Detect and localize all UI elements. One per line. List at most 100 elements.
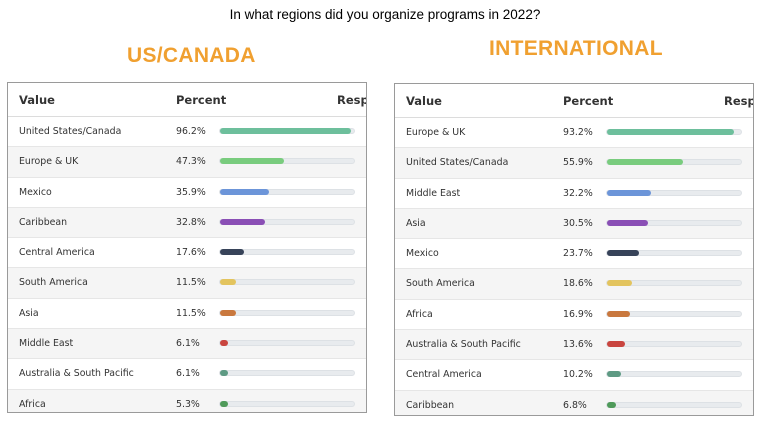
table-row: Central America 10.2%: [395, 360, 753, 391]
international-table: Value Percent Respo Europe & UK 93.2% Unit…: [394, 83, 754, 416]
row-label: Central America: [406, 369, 482, 381]
bar: [220, 218, 265, 225]
bar-track: [606, 280, 742, 287]
column-header-percent[interactable]: Percent: [563, 94, 614, 108]
row-percent: 5.3%: [176, 398, 200, 410]
row-percent: 6.1%: [176, 368, 200, 380]
bar-track: [606, 129, 742, 135]
bar: [607, 280, 633, 287]
row-label: Africa: [19, 398, 46, 410]
table-row: Australia & South Pacific 6.1%: [8, 359, 366, 390]
table-row: Africa 16.9%: [395, 300, 753, 331]
row-label: Australia & South Pacific: [19, 368, 134, 380]
bar: [220, 400, 228, 407]
column-header-value[interactable]: Value: [406, 94, 442, 108]
row-percent: 96.2%: [176, 126, 206, 137]
row-percent: 18.6%: [563, 278, 593, 290]
bar: [607, 341, 626, 348]
bar: [607, 219, 649, 226]
bar-track: [606, 341, 742, 348]
table-row: Mexico 23.7%: [395, 239, 753, 270]
row-percent: 13.6%: [563, 339, 593, 351]
column-header-responses[interactable]: Resp: [337, 93, 367, 107]
bar-track: [219, 279, 355, 286]
row-label: South America: [406, 278, 475, 290]
table-row: Europe & UK 47.3%: [8, 147, 366, 178]
table-row: United States/Canada 96.2%: [8, 117, 366, 148]
row-label: Europe & UK: [19, 156, 79, 168]
table-row: Mexico 35.9%: [8, 178, 366, 208]
row-label: Asia: [19, 307, 39, 319]
bar: [220, 309, 236, 316]
bar: [220, 188, 269, 195]
us-canada-title: US/CANADA: [127, 44, 256, 67]
table-row: Europe & UK 93.2%: [395, 118, 753, 149]
table-header: Value Percent Resp: [8, 83, 366, 117]
column-header-percent[interactable]: Percent: [176, 93, 227, 107]
bar-track: [219, 188, 355, 195]
bar-track: [606, 189, 742, 196]
row-percent: 32.2%: [563, 187, 593, 199]
bar: [220, 158, 285, 165]
bar-track: [219, 370, 355, 377]
bar: [607, 189, 651, 196]
bar: [220, 340, 229, 347]
row-percent: 32.8%: [176, 216, 206, 228]
bar: [220, 249, 244, 256]
bar: [220, 279, 236, 286]
question-title: In what regions did you organize program…: [229, 7, 541, 22]
table-row: Asia 11.5%: [8, 299, 366, 330]
bar: [220, 128, 351, 134]
row-percent: 23.7%: [563, 248, 593, 260]
row-label: Middle East: [19, 338, 74, 350]
table-row: South America 11.5%: [8, 268, 366, 299]
bar-track: [606, 371, 742, 378]
row-label: Mexico: [19, 186, 52, 198]
bar-track: [606, 401, 742, 408]
column-header-responses[interactable]: Respo: [724, 94, 753, 108]
bar-track: [219, 309, 355, 316]
table-row: United States/Canada 55.9%: [395, 148, 753, 179]
row-percent: 6.8%: [563, 399, 587, 411]
bar-track: [219, 340, 355, 347]
table-row: Australia & South Pacific 13.6%: [395, 330, 753, 361]
us-canada-table: Value Percent Resp United States/Canada 9…: [7, 82, 367, 413]
bar-track: [219, 218, 355, 225]
row-percent: 93.2%: [563, 127, 593, 138]
row-percent: 10.2%: [563, 369, 593, 381]
table-row: Caribbean 32.8%: [8, 207, 366, 239]
table-row: Central America 17.6%: [8, 238, 366, 269]
bar-track: [219, 158, 355, 165]
bar-track: [219, 128, 355, 134]
row-label: Caribbean: [19, 216, 68, 228]
row-label: Mexico: [406, 248, 439, 260]
bar-track: [606, 159, 742, 166]
bar: [220, 370, 229, 377]
row-label: Central America: [19, 247, 95, 259]
table-body: Europe & UK 93.2% United States/Canada 55.9…: [395, 118, 753, 415]
bar-track: [606, 219, 742, 226]
bar: [607, 250, 640, 257]
bar-track: [219, 249, 355, 256]
table-row: Middle East 32.2%: [395, 179, 753, 209]
row-percent: 11.5%: [176, 277, 206, 289]
row-label: Europe & UK: [406, 127, 466, 138]
row-percent: 6.1%: [176, 338, 200, 350]
row-percent: 55.9%: [563, 157, 593, 169]
row-label: Middle East: [406, 187, 461, 199]
row-label: Australia & South Pacific: [406, 339, 521, 351]
bar: [607, 310, 630, 317]
row-label: Asia: [406, 217, 426, 229]
table-header: Value Percent Respo: [395, 84, 753, 118]
table-row: Africa 5.3%: [8, 389, 366, 412]
table-row: Asia 30.5%: [395, 208, 753, 240]
row-percent: 17.6%: [176, 247, 206, 259]
bar-track: [606, 310, 742, 317]
bar-track: [606, 250, 742, 257]
international-title: INTERNATIONAL: [489, 37, 663, 60]
row-label: Africa: [406, 308, 433, 320]
row-percent: 47.3%: [176, 156, 206, 168]
column-header-value[interactable]: Value: [19, 93, 55, 107]
bar: [607, 401, 617, 408]
row-label: United States/Canada: [406, 157, 509, 169]
